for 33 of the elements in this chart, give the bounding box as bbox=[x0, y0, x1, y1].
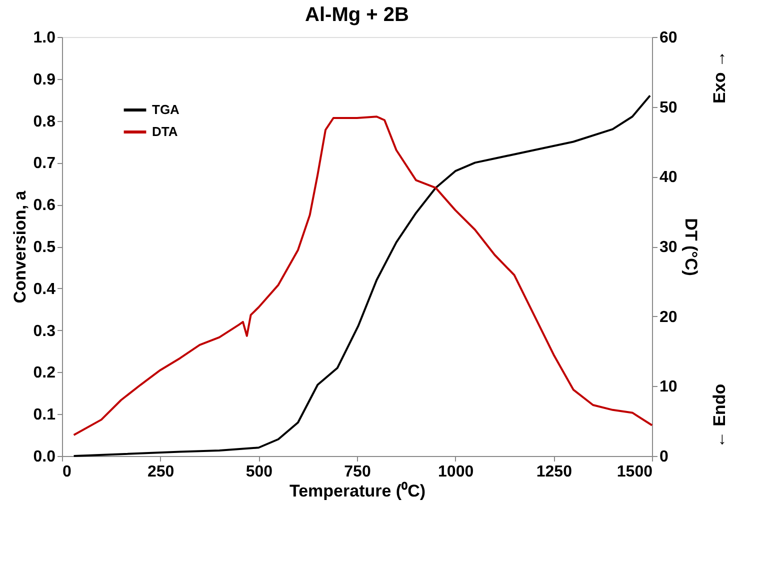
x-tick-label: 250 bbox=[147, 464, 174, 480]
x-tick-label: 0 bbox=[62, 464, 72, 480]
text: ← Endo bbox=[710, 384, 729, 448]
x-tick-label: 1250 bbox=[536, 464, 572, 480]
y2-tick-label: 40 bbox=[660, 169, 678, 186]
y2-axis-title: DT (°C) bbox=[681, 218, 700, 276]
y-tick-label: 0.2 bbox=[33, 364, 56, 382]
y2-tick-label: 0 bbox=[660, 448, 668, 466]
y-tick-label: 0.3 bbox=[33, 322, 56, 340]
y2-tick-label: 50 bbox=[660, 99, 678, 116]
x-tick-label: 500 bbox=[246, 464, 273, 480]
x-tick-label: 750 bbox=[344, 464, 371, 480]
x-axis-title: Temperature (⁰C) bbox=[289, 482, 426, 500]
text: Exo → bbox=[710, 50, 729, 104]
x-tick-label: 1000 bbox=[438, 464, 474, 480]
y-tick-label: 0.1 bbox=[33, 406, 56, 424]
legend-label: TGA bbox=[152, 102, 180, 117]
y2-tick-label: 10 bbox=[660, 378, 678, 396]
y2-tick-label: 60 bbox=[660, 30, 678, 46]
y-tick-label: 0.6 bbox=[33, 197, 56, 214]
y-tick-label: 0.7 bbox=[33, 155, 56, 172]
y2-tick-label: 30 bbox=[660, 239, 678, 256]
legend-label: DTA bbox=[152, 124, 178, 139]
y-tick-label: 0.4 bbox=[33, 280, 56, 298]
y-tick-label: 0.5 bbox=[33, 239, 56, 256]
y-axis-title: Conversion, a bbox=[10, 190, 30, 304]
y-tick-label: 0.8 bbox=[33, 113, 56, 130]
x-tick-label: 1500 bbox=[616, 464, 653, 480]
y-tick-label: 0.0 bbox=[33, 448, 56, 466]
y2-tick-label: 20 bbox=[660, 308, 678, 326]
y-tick-label: 1.0 bbox=[33, 30, 56, 46]
y-tick-label: 0.9 bbox=[33, 71, 56, 88]
chart-title: Al-Mg + 2B bbox=[305, 4, 409, 26]
